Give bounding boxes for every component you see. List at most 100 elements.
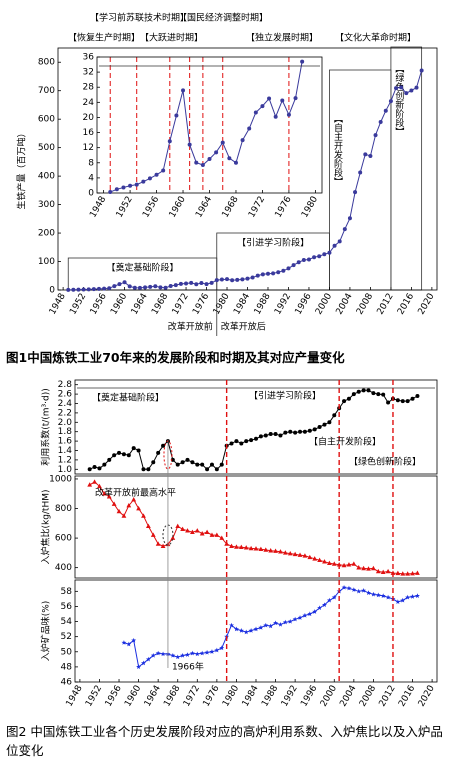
period-label: 【大跃进时期】 bbox=[140, 32, 203, 44]
x-tick-label: 1976 bbox=[191, 292, 211, 317]
data-point bbox=[302, 429, 307, 434]
data-point bbox=[331, 561, 337, 566]
data-point bbox=[180, 526, 186, 532]
data-point bbox=[248, 545, 254, 551]
x-tick-label: 1956 bbox=[141, 195, 161, 220]
data-point bbox=[180, 652, 186, 658]
data-point bbox=[173, 283, 178, 288]
x-tick-label: 2020 bbox=[417, 684, 437, 709]
data-point bbox=[209, 280, 214, 285]
data-point bbox=[287, 618, 293, 624]
x-tick-label: 1964 bbox=[194, 195, 214, 220]
y-tick-label: 28 bbox=[83, 83, 95, 93]
data-point bbox=[240, 138, 245, 143]
era-label: 改革开放前 bbox=[168, 321, 213, 333]
data-point bbox=[245, 276, 250, 281]
stage-label: 【奠定基础阶段】 bbox=[106, 262, 178, 274]
data-point bbox=[296, 260, 301, 265]
x-tick-label: 1968 bbox=[221, 195, 241, 220]
data-point bbox=[361, 565, 367, 571]
data-point bbox=[112, 453, 117, 458]
data-point bbox=[400, 571, 406, 576]
data-point bbox=[302, 612, 308, 618]
data-point bbox=[273, 548, 278, 553]
x-tick-label: 1980 bbox=[300, 195, 320, 220]
data-point bbox=[187, 142, 192, 147]
data-point bbox=[131, 446, 136, 451]
data-point bbox=[370, 591, 376, 597]
stage-label: 【引进学习阶段】 bbox=[249, 390, 321, 402]
data-point bbox=[280, 98, 285, 103]
data-point bbox=[342, 227, 347, 232]
data-point bbox=[137, 285, 142, 290]
y-tick-label: 8 bbox=[88, 158, 94, 168]
data-point bbox=[141, 179, 146, 184]
data-point bbox=[358, 170, 363, 175]
data-point bbox=[200, 163, 205, 168]
y-tick-label: 36 bbox=[83, 53, 95, 63]
data-point bbox=[248, 628, 254, 633]
data-point bbox=[322, 252, 327, 257]
x-tick-label: 2008 bbox=[355, 292, 375, 317]
data-point bbox=[282, 550, 288, 555]
data-point bbox=[189, 280, 194, 285]
data-point bbox=[155, 541, 161, 546]
data-point bbox=[209, 462, 214, 467]
data-point bbox=[254, 436, 258, 441]
data-point bbox=[143, 285, 148, 290]
data-point bbox=[209, 649, 215, 654]
data-point bbox=[286, 266, 291, 271]
data-point bbox=[225, 277, 230, 282]
inset-background bbox=[97, 57, 322, 193]
data-point bbox=[121, 513, 127, 518]
data-point bbox=[219, 535, 225, 540]
data-point bbox=[145, 656, 151, 662]
data-point bbox=[190, 460, 195, 465]
data-point bbox=[385, 568, 391, 574]
x-tick-label: 1952 bbox=[115, 195, 135, 220]
y-tick-label: 2.4 bbox=[58, 399, 73, 409]
data-point bbox=[307, 554, 313, 560]
data-point bbox=[388, 99, 393, 104]
data-point bbox=[168, 284, 173, 289]
y-tick-label: 2.0 bbox=[58, 418, 73, 428]
data-point bbox=[71, 287, 76, 292]
data-point bbox=[263, 433, 268, 438]
x-tick-label: 2020 bbox=[417, 292, 437, 317]
data-point bbox=[267, 96, 272, 101]
y-tick-label: 2.6 bbox=[58, 390, 73, 400]
y-tick-label: 700 bbox=[38, 86, 55, 96]
data-point bbox=[92, 479, 97, 484]
data-point bbox=[361, 587, 367, 593]
x-tick-label: 1988 bbox=[253, 292, 273, 317]
data-point bbox=[122, 280, 127, 285]
data-point bbox=[292, 551, 298, 557]
x-tick-label: 1992 bbox=[280, 684, 300, 709]
data-point bbox=[273, 620, 279, 626]
y-tick-label: 800 bbox=[55, 504, 72, 514]
x-tick-label: 2016 bbox=[397, 684, 417, 709]
data-point bbox=[76, 287, 81, 292]
data-point bbox=[363, 152, 368, 157]
data-point bbox=[366, 566, 371, 571]
data-point bbox=[405, 399, 410, 404]
data-point bbox=[419, 68, 424, 73]
data-point bbox=[116, 508, 122, 514]
data-point bbox=[249, 438, 254, 443]
data-point bbox=[375, 592, 381, 598]
data-point bbox=[351, 587, 357, 592]
x-tick-label: 1976 bbox=[202, 684, 222, 709]
data-point bbox=[351, 392, 356, 397]
data-point bbox=[238, 544, 244, 550]
data-point bbox=[394, 86, 399, 91]
y-tick-label: 46 bbox=[61, 678, 73, 688]
period-label: 【学习前苏联技术时期】 bbox=[90, 12, 189, 24]
data-point bbox=[400, 399, 405, 404]
data-point bbox=[268, 548, 274, 553]
x-tick-label: 1956 bbox=[104, 684, 124, 709]
data-point bbox=[361, 388, 366, 393]
data-point bbox=[155, 650, 161, 656]
data-point bbox=[175, 462, 180, 467]
data-point bbox=[415, 393, 420, 398]
data-point bbox=[287, 551, 293, 556]
